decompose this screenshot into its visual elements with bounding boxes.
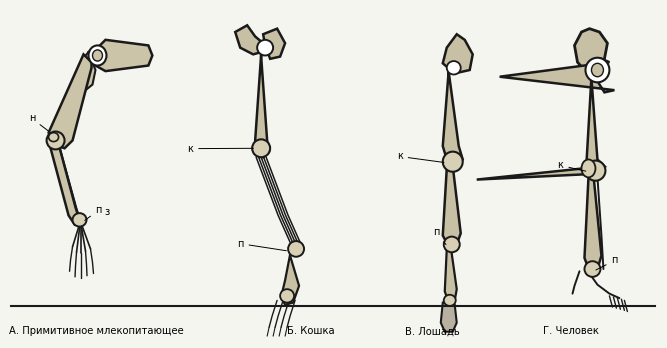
Polygon shape — [441, 302, 457, 332]
Ellipse shape — [584, 261, 600, 277]
Polygon shape — [255, 54, 269, 157]
Ellipse shape — [280, 289, 294, 302]
Ellipse shape — [89, 46, 107, 65]
Ellipse shape — [257, 40, 273, 55]
Text: п: п — [433, 228, 446, 245]
Text: А. Примитивное млекопитающее: А. Примитивное млекопитающее — [9, 326, 183, 336]
Polygon shape — [584, 175, 602, 271]
Polygon shape — [89, 40, 152, 71]
Ellipse shape — [582, 159, 596, 177]
Text: н: н — [29, 113, 49, 131]
Ellipse shape — [49, 133, 59, 142]
Polygon shape — [263, 29, 285, 59]
Polygon shape — [79, 52, 95, 90]
Text: В. Лошадь: В. Лошадь — [405, 326, 460, 336]
Text: з: з — [105, 207, 110, 218]
Text: Б. Кошка: Б. Кошка — [287, 326, 335, 336]
Text: п: п — [596, 255, 618, 270]
Ellipse shape — [586, 58, 610, 82]
Ellipse shape — [47, 132, 65, 149]
Ellipse shape — [73, 213, 87, 227]
Polygon shape — [443, 166, 461, 247]
Polygon shape — [235, 25, 265, 54]
Polygon shape — [443, 70, 463, 166]
Text: Г. Человек: Г. Человек — [543, 326, 599, 336]
Ellipse shape — [93, 50, 103, 61]
Polygon shape — [574, 29, 608, 73]
Polygon shape — [51, 133, 79, 224]
Text: к: к — [187, 144, 253, 153]
Polygon shape — [443, 34, 473, 73]
Polygon shape — [500, 59, 614, 92]
Polygon shape — [281, 254, 299, 305]
Polygon shape — [477, 77, 604, 180]
Ellipse shape — [288, 241, 304, 257]
Ellipse shape — [447, 61, 461, 74]
Ellipse shape — [252, 139, 270, 157]
Text: к: к — [397, 151, 444, 163]
Polygon shape — [49, 54, 91, 148]
Ellipse shape — [443, 152, 463, 172]
Ellipse shape — [586, 160, 606, 181]
Text: к: к — [558, 160, 586, 171]
Text: п: п — [237, 239, 286, 251]
Ellipse shape — [444, 237, 460, 252]
Polygon shape — [445, 247, 457, 302]
Ellipse shape — [592, 63, 604, 77]
Text: п: п — [85, 205, 102, 220]
Ellipse shape — [444, 295, 456, 306]
